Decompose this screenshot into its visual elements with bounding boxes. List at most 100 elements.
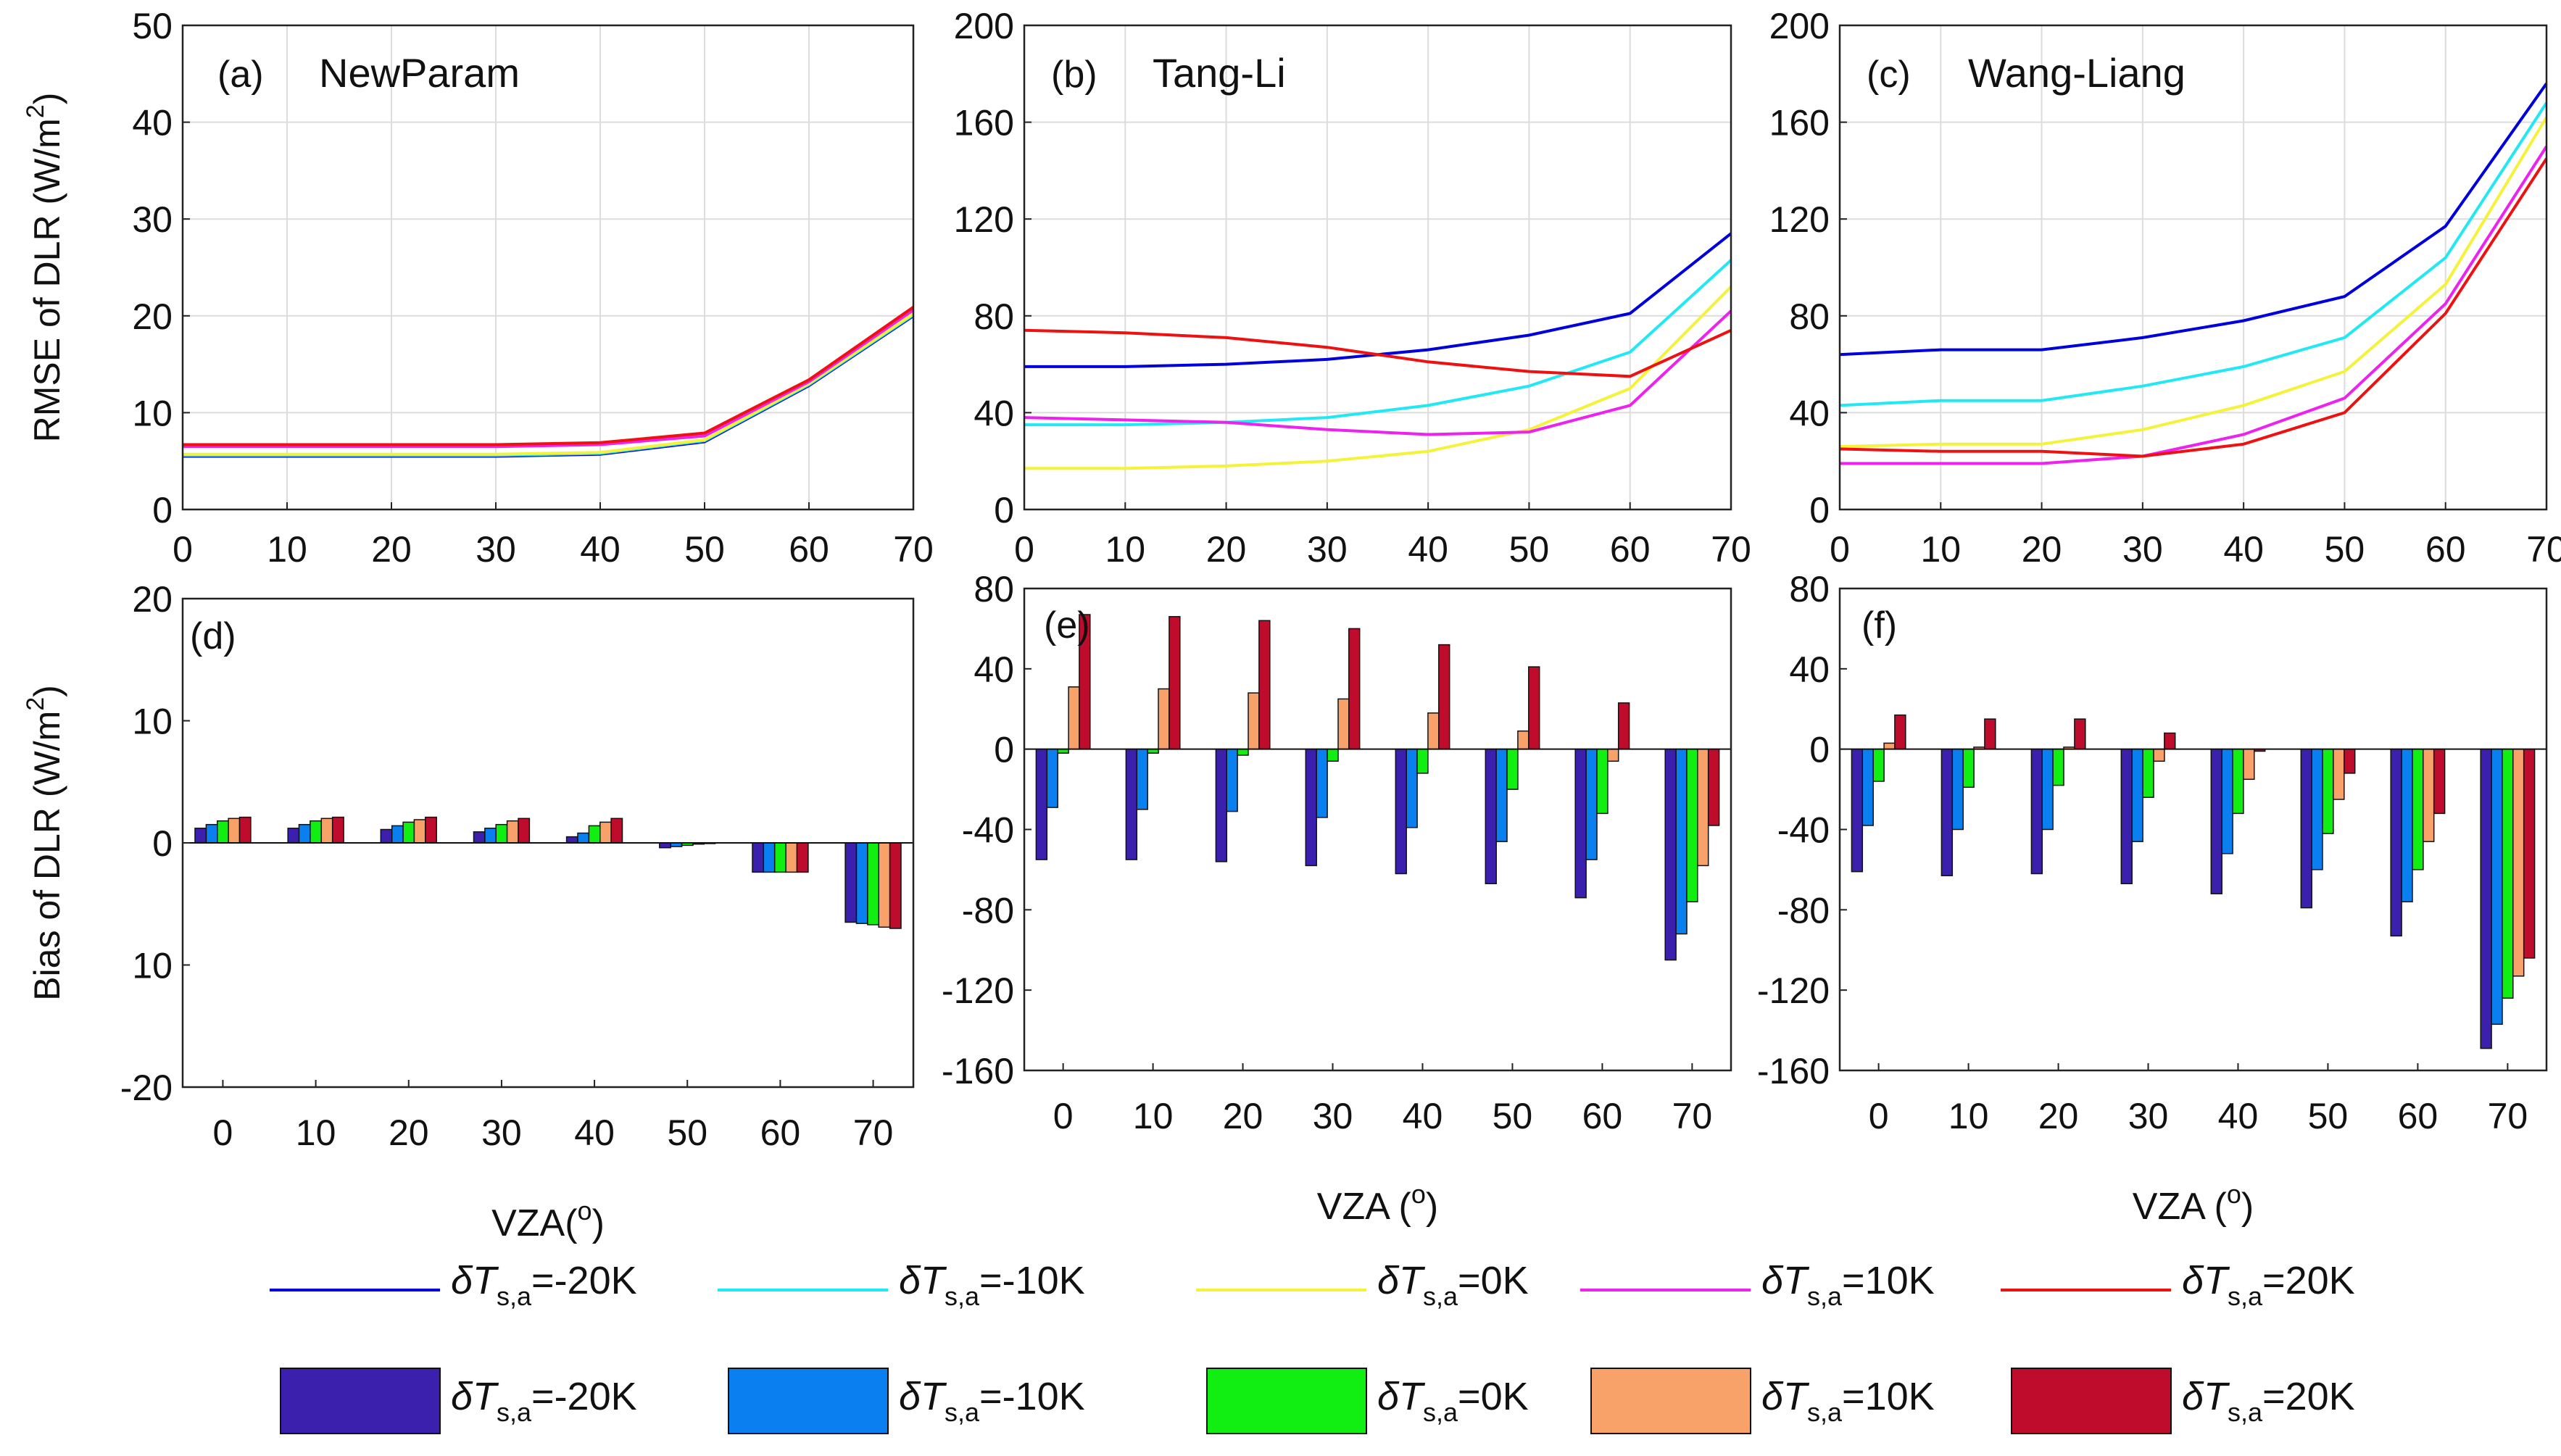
bar-p10-20 xyxy=(1248,692,1260,750)
bar-z0-70 xyxy=(867,842,880,925)
bar-z0-60 xyxy=(773,842,786,873)
bar-z0-70 xyxy=(1686,748,1698,903)
bar-m20-20 xyxy=(380,828,393,844)
panel-title: Tang-Li xyxy=(1153,50,1286,96)
legend-label-delta: δT xyxy=(1761,1259,1810,1302)
bar-p10-60 xyxy=(2423,748,2435,842)
y-axis-label: Bias of DLR (W/m2) xyxy=(22,685,67,1001)
bar-p20-30 xyxy=(2164,732,2176,750)
y-axis-label-main: Bias of DLR (W/m xyxy=(27,711,67,1001)
legend-label-sub: s,a xyxy=(2228,1397,2263,1427)
y-axis-label-main: RMSE of DLR (W/m xyxy=(27,118,67,442)
x-tick-label: 30 xyxy=(2122,529,2163,570)
y-tick-label: 40 xyxy=(974,649,1014,690)
bar-m10-70 xyxy=(1675,748,1688,935)
y-axis-label: RMSE of DLR (W/m2) xyxy=(22,93,67,443)
bar-m20-60 xyxy=(1574,748,1587,899)
bar-m10-60 xyxy=(763,842,776,873)
legend-label-delta: δT xyxy=(1377,1375,1426,1418)
y-tick-label: 160 xyxy=(1769,103,1830,143)
legend-swatch-z0 xyxy=(1206,1368,1367,1434)
series-line-p20 xyxy=(1839,157,2548,458)
plot-area xyxy=(1024,25,1731,509)
legend-label-value: =10K xyxy=(1842,1259,1935,1302)
panel-label: (c) xyxy=(1867,54,1911,96)
x-tick-label: 30 xyxy=(476,529,516,570)
x-tick-label: 10 xyxy=(267,529,307,570)
bar-m20-50 xyxy=(1485,748,1497,885)
series-line-m10 xyxy=(1024,259,1732,427)
axes-frame xyxy=(181,24,915,511)
y-tick-label: -80 xyxy=(1777,890,1830,931)
legend-label: δTs,a=20K xyxy=(2182,1259,2355,1311)
y-tick-label: 80 xyxy=(1789,569,1830,610)
x-tick-label: 10 xyxy=(1948,1096,1989,1136)
x-tick-label: 20 xyxy=(2038,1096,2079,1136)
bar-m10-70 xyxy=(855,842,868,924)
bar-z0-60 xyxy=(2412,748,2424,870)
y-tick-label: -120 xyxy=(942,970,1014,1011)
x-axis-label: VZA(o) xyxy=(491,1196,605,1244)
bar-m10-30 xyxy=(484,828,497,844)
x-tick-label: 40 xyxy=(2223,529,2264,570)
series-line-p10 xyxy=(1840,145,2548,465)
panel-b-rmse-tang-li: 0 10 20 30 40 50 60 70 0 40 80 120 160 200 (b) Tang-Li xyxy=(954,6,1751,570)
x-tick-label: 60 xyxy=(1582,1096,1623,1136)
bar-p20-20 xyxy=(1258,620,1271,750)
series-line-p20 xyxy=(1024,328,1732,378)
y-tick-label: 40 xyxy=(974,393,1014,433)
x-tick-label: 10 xyxy=(296,1112,336,1153)
bar-z0-40 xyxy=(1416,748,1429,774)
bar-m20-60 xyxy=(2390,748,2402,937)
y-tick-label: 0 xyxy=(152,823,173,864)
plot-area xyxy=(1024,588,1731,1070)
bar-m20-10 xyxy=(1125,748,1138,860)
bar-m20-70 xyxy=(2480,748,2492,1049)
bar-m10-10 xyxy=(1951,748,1964,831)
y-tick-label: 10 xyxy=(132,702,173,742)
legend-label-value: =0K xyxy=(1458,1375,1529,1418)
x-tick-label: 0 xyxy=(1014,529,1034,570)
series-line-z0 xyxy=(183,312,915,456)
x-tick-label: 70 xyxy=(893,529,934,570)
x-tick-label: 60 xyxy=(1610,529,1651,570)
bar-p20-70 xyxy=(2523,748,2536,959)
y-tick-label: 80 xyxy=(974,296,1014,337)
bar-p20-50 xyxy=(2344,748,2356,774)
bar-m10-50 xyxy=(2311,748,2323,870)
y-tick-label: -40 xyxy=(962,810,1014,851)
series-line-m10 xyxy=(1839,101,2548,407)
bar-p10-0 xyxy=(1068,686,1080,750)
bar-p10-60 xyxy=(785,842,798,873)
legend-label-sub: s,a xyxy=(945,1397,980,1427)
x-axis-label-tail: ) xyxy=(1426,1186,1438,1228)
legend-label-sub: s,a xyxy=(1807,1281,1843,1311)
x-tick-label: 0 xyxy=(213,1112,233,1153)
plot-area xyxy=(183,25,913,509)
series-line-m20 xyxy=(1839,83,2548,357)
bar-m20-50 xyxy=(659,842,671,849)
x-tick-label: 40 xyxy=(574,1112,615,1153)
legend-swatch-p10 xyxy=(1590,1368,1751,1434)
x-tick-label: 60 xyxy=(2398,1096,2438,1136)
x-tick-label: 30 xyxy=(1313,1096,1353,1136)
bar-m10-0 xyxy=(1861,748,1874,826)
x-tick-label: 60 xyxy=(2425,529,2466,570)
bar-z0-40 xyxy=(588,825,601,844)
bar-p10-40 xyxy=(2243,748,2255,781)
x-tick-label: 50 xyxy=(2325,529,2365,570)
series-line-p20 xyxy=(183,306,915,446)
series-line-z0 xyxy=(1839,116,2548,449)
legend-label-sub: s,a xyxy=(1807,1397,1843,1427)
bar-z0-20 xyxy=(2052,748,2064,786)
bar-p20-20 xyxy=(2074,718,2086,750)
legend-label: δTs,a=10K xyxy=(1761,1259,1935,1311)
series-line-p10 xyxy=(183,309,915,449)
legend-label-sub: s,a xyxy=(1423,1397,1458,1427)
bar-p10-10 xyxy=(1158,688,1170,750)
bar-p20-70 xyxy=(889,842,902,929)
bar-m10-40 xyxy=(1406,748,1418,828)
x-axis-label-main: VZA ( xyxy=(1317,1186,1412,1228)
bar-p10-20 xyxy=(413,819,426,844)
bar-p20-40 xyxy=(1438,644,1450,750)
